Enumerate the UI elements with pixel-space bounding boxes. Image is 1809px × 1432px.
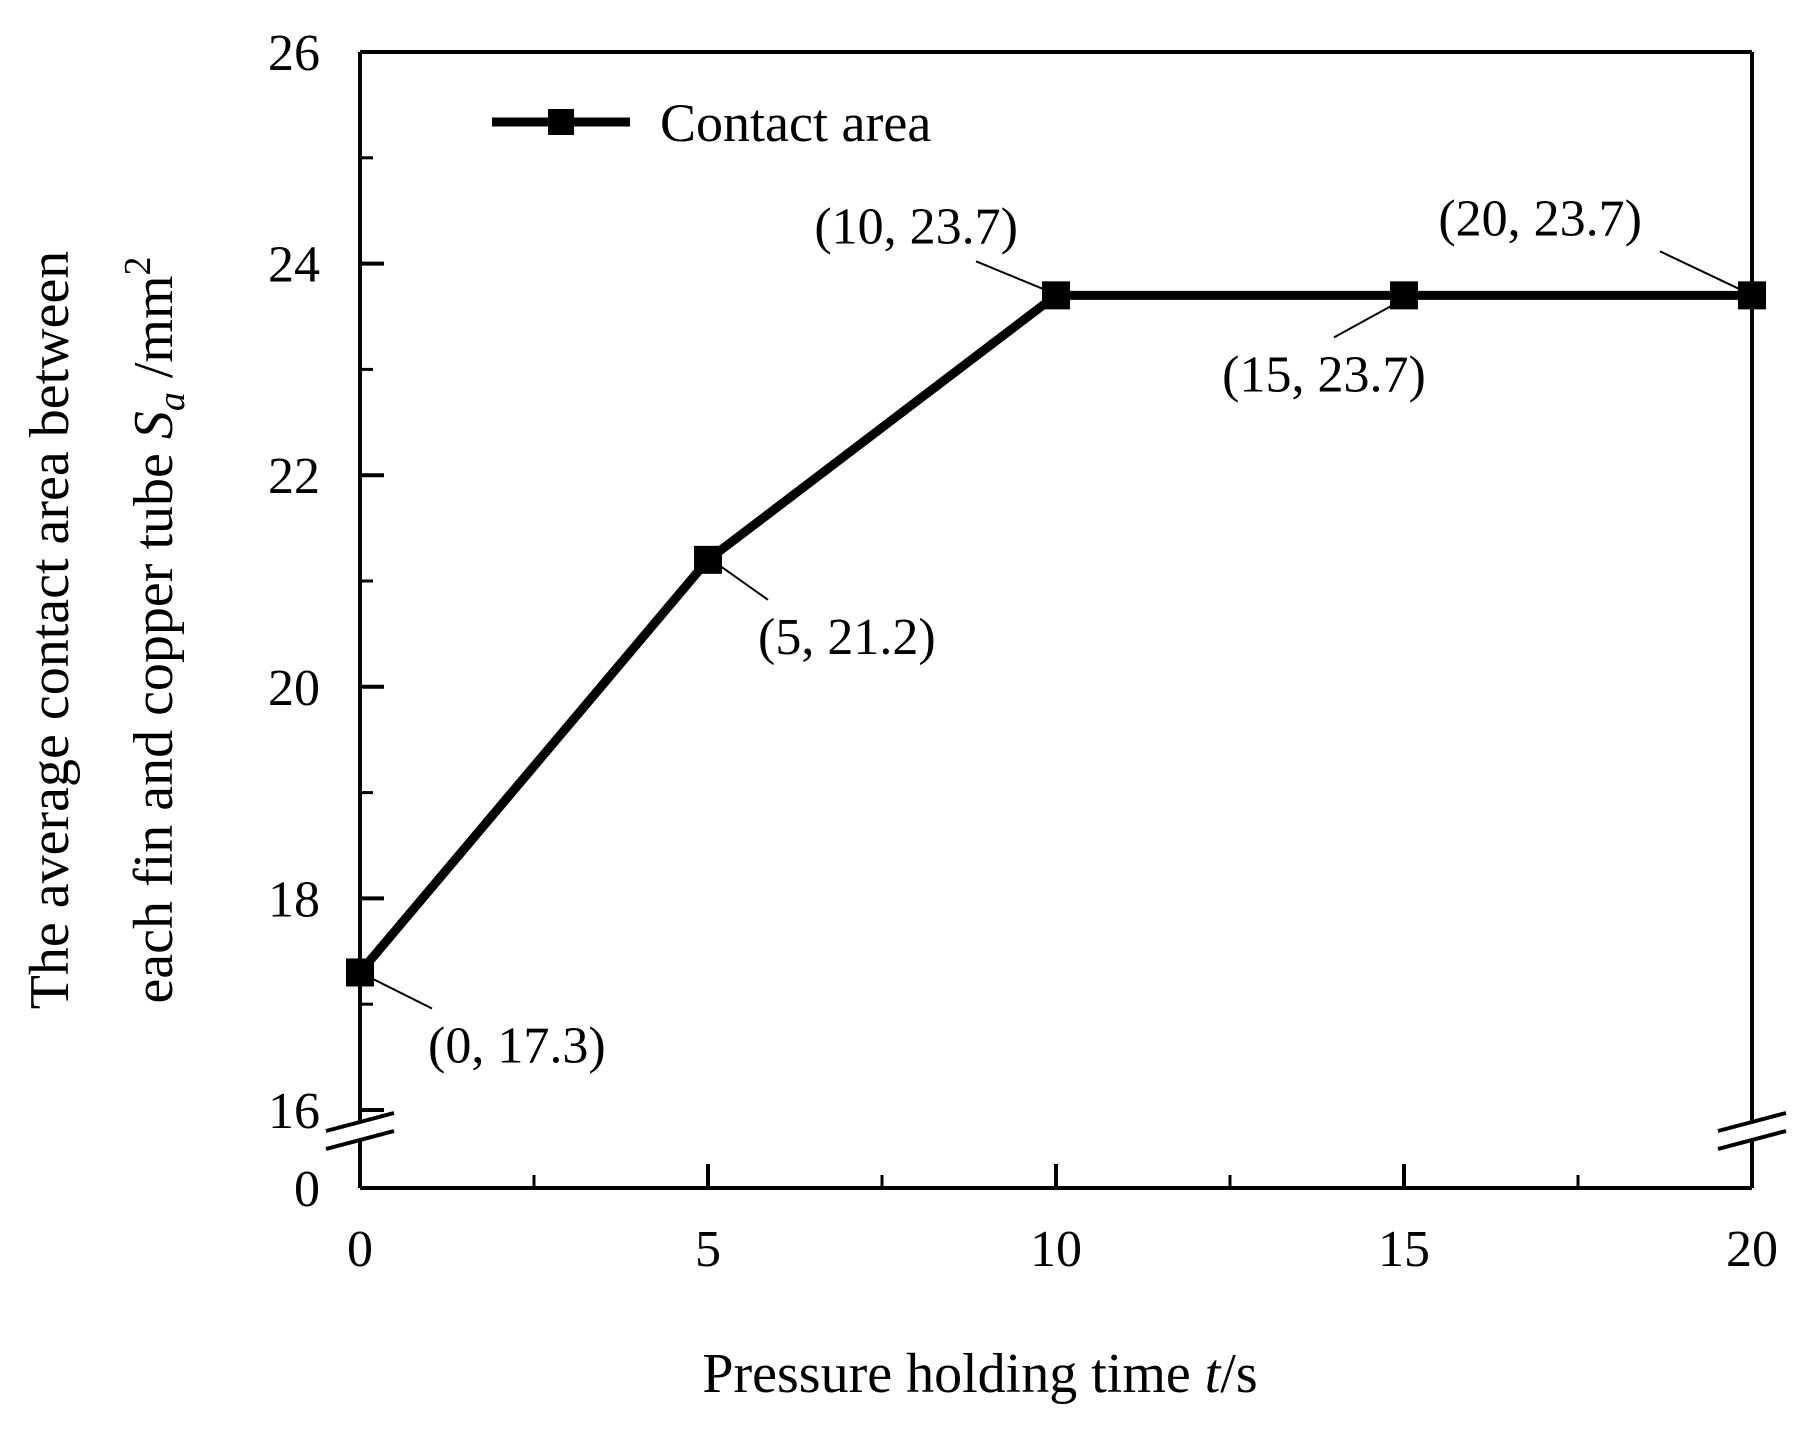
data-label: (0, 17.3) bbox=[428, 1017, 606, 1074]
axis-break-mark bbox=[325, 1111, 395, 1133]
annotation-leader bbox=[1333, 302, 1397, 339]
x-tick-label: 10 bbox=[1030, 1221, 1082, 1278]
y-tick-label: 20 bbox=[268, 660, 320, 717]
data-label: (10, 23.7) bbox=[814, 198, 1018, 255]
x-tick-label: 15 bbox=[1378, 1221, 1430, 1278]
axis-break-mark bbox=[325, 1129, 395, 1151]
x-tick-label: 5 bbox=[695, 1221, 721, 1278]
axis-break-layer bbox=[320, 1111, 1792, 1151]
annotation-leader bbox=[719, 565, 769, 601]
y-tick-label: 0 bbox=[294, 1161, 320, 1218]
y-tick-label: 26 bbox=[268, 25, 320, 82]
annotation-leader bbox=[371, 977, 433, 1010]
axis-break-mark bbox=[1717, 1111, 1787, 1133]
legend: Contact area bbox=[492, 93, 931, 153]
y-tick-label: 24 bbox=[268, 237, 320, 294]
axes-layer bbox=[358, 50, 1754, 1190]
y-axis-title-line2: each fin and copper tube Sa /mm2 bbox=[117, 256, 193, 1003]
annotation-leader-layer bbox=[371, 250, 1741, 1010]
data-point bbox=[346, 958, 374, 987]
data-point bbox=[1738, 281, 1766, 310]
data-label: (20, 23.7) bbox=[1438, 190, 1642, 247]
annotation-leader bbox=[1659, 250, 1741, 291]
x-tick-label: 20 bbox=[1726, 1221, 1778, 1278]
series-line bbox=[356, 290, 1752, 976]
data-label: (5, 21.2) bbox=[758, 609, 936, 666]
x-tick-label: 0 bbox=[347, 1221, 373, 1278]
axis-break-mark bbox=[1717, 1129, 1787, 1151]
annotation-leader bbox=[975, 260, 1045, 291]
series-layer bbox=[346, 281, 1766, 987]
y-tick-label: 18 bbox=[268, 871, 320, 928]
legend-label: Contact area bbox=[660, 93, 931, 153]
y-tick-label: 16 bbox=[268, 1083, 320, 1140]
text-layer: 0 5 10 15 20 0 16 18 20 22 24 26 (0, 17.3) (5, 21.2) (… bbox=[268, 25, 1778, 1278]
y-axis-title-line1: The average contact area between bbox=[19, 251, 81, 1010]
data-label: (15, 23.7) bbox=[1222, 346, 1426, 403]
legend-marker bbox=[548, 109, 574, 135]
data-point bbox=[1042, 281, 1070, 310]
y-tick-label: 22 bbox=[268, 448, 320, 505]
x-axis-title: Pressure holding time t/s bbox=[702, 1343, 1257, 1405]
data-point bbox=[694, 545, 722, 574]
data-point bbox=[1390, 281, 1418, 310]
